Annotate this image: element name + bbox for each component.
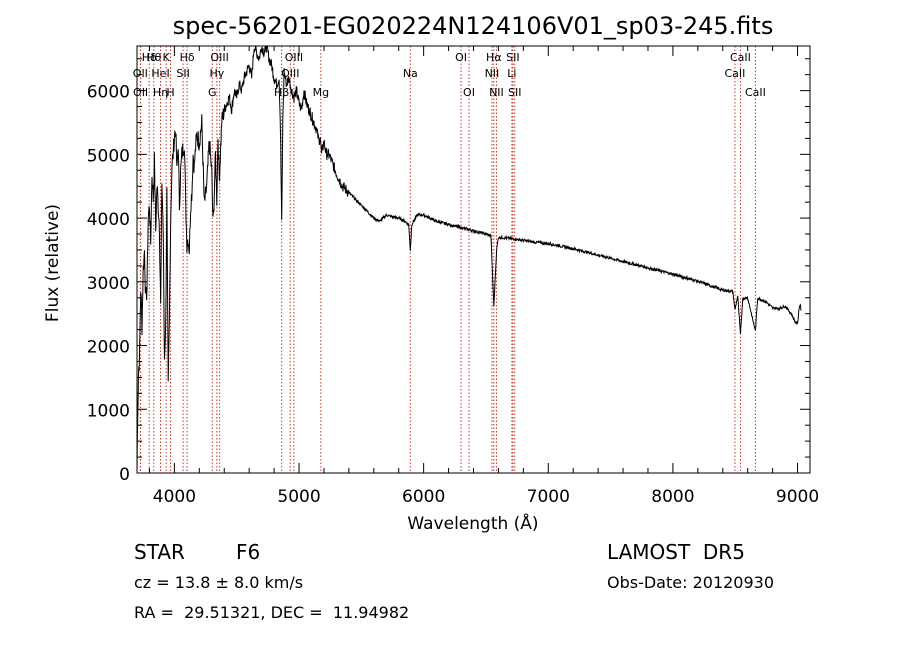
line-marker-label: K [163,51,171,64]
x-axis-label: Wavelength (Å) [407,512,538,534]
y-tick-label: 3000 [87,274,130,294]
line-marker-label: Hβ [274,86,289,99]
line-marker-label: CaII [730,51,751,64]
line-marker-label: Li [507,67,516,80]
line-marker-label: OIII [285,51,303,64]
object-class: STAR [134,540,185,564]
plot-frame [136,45,811,474]
line-marker-label: OIII [281,67,299,80]
line-marker-label: Na [403,67,418,80]
obs-date-label: Obs-Date: 20120930 [607,573,775,592]
redshift-label: cz = 13.8 ± 8.0 km/s [134,573,304,592]
line-marker-label: Hα [486,51,502,64]
x-tick-label: 9000 [776,487,819,507]
x-axis: 4000 5000 6000 7000 8000 9000 [148,46,819,507]
y-tick-label: 0 [119,465,130,485]
line-marker-label: OI [463,86,475,99]
line-marker-label: HeI [151,67,169,80]
line-marker-label: OI [455,51,467,64]
y-tick-label: 1000 [87,401,130,421]
spectrum-line [136,45,802,474]
line-marker-label: Hγ [209,67,224,80]
line-markers [139,46,756,473]
y-axis: 0 1000 2000 3000 4000 5000 6000 [87,58,810,485]
object-subclass: F6 [236,540,261,564]
line-marker-label: CaII [745,86,766,99]
line-marker-label: SII [506,51,519,64]
coordinates-label: RA = 29.51321, DEC = 11.94982 [134,603,410,622]
line-marker-label: Hη [153,86,168,99]
line-marker-label: NII [489,86,504,99]
line-marker-label: NII [485,67,500,80]
x-tick-label: 7000 [527,487,570,507]
line-marker-label: H [166,86,174,99]
chart-title: spec-56201-EG020224N124106V01_sp03-245.f… [173,12,774,40]
x-tick-label: 5000 [277,487,320,507]
x-tick-label: 8000 [651,487,694,507]
y-tick-label: 6000 [87,83,130,103]
line-marker-label: OII [133,86,148,99]
line-marker-label: Hθ [146,51,161,64]
y-tick-label: 5000 [87,146,130,166]
line-marker-label: CaII [725,67,746,80]
y-axis-label: Flux (relative) [43,204,63,322]
line-marker-label: Hδ [142,51,157,64]
line-marker-label: Hδ [180,51,195,64]
y-tick-label: 2000 [87,338,130,358]
line-marker-label: SII [176,67,189,80]
x-tick-label: 6000 [402,487,445,507]
line-marker-label: OIII [210,51,228,64]
y-tick-label: 4000 [87,210,130,230]
spectrum-layer [136,45,802,474]
line-marker-label: G [208,86,217,99]
x-tick-label: 4000 [153,487,196,507]
survey-release: LAMOST DR5 [607,540,745,564]
line-marker-label: SII [508,86,521,99]
line-marker-label: Mg [313,86,329,99]
line-marker-label: OII [133,67,148,80]
